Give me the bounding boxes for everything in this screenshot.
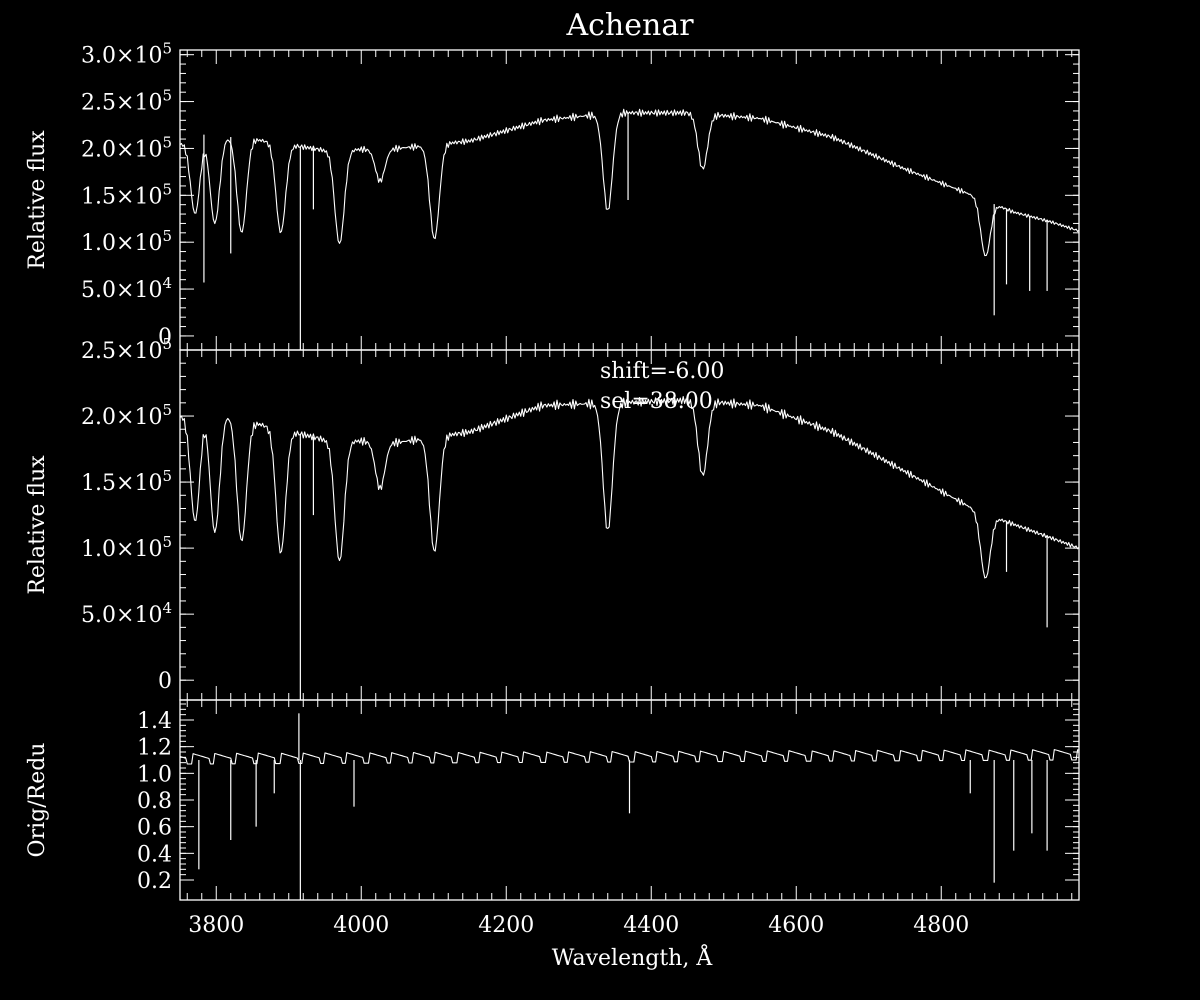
y-tick-label-reduced-3: 1.5×105 [81, 467, 172, 496]
y-tick-label-ratio-0: 0.2 [137, 869, 172, 894]
y-tick-label-original-3: 1.5×105 [81, 180, 172, 209]
y-tick-label-ratio-1: 0.4 [137, 842, 172, 867]
y-tick-label-original-1: 5.0×104 [81, 274, 172, 303]
annotation-shift: shift=-6.00 [600, 359, 724, 384]
plot-frame-original [179, 49, 1080, 351]
y-axis-label-original: Relative flux [25, 130, 50, 270]
y-tick-label-original-5: 2.5×105 [81, 87, 172, 116]
spectrum-line-reduced [179, 396, 1080, 579]
panel-ratio: 0.20.40.60.81.01.21.4 Orig/Redu [25, 699, 1080, 901]
y-tick-label-ratio-5: 1.2 [137, 736, 172, 761]
y-tick-label-original-4: 2.0×105 [81, 133, 172, 162]
x-tick-label-1: 4000 [333, 913, 389, 938]
spectrum-line-original [179, 108, 1080, 257]
x-tick-label-0: 3800 [188, 913, 244, 938]
y-axis-label-reduced: Relative flux [25, 455, 50, 595]
y-tick-label-ratio-4: 1.0 [137, 762, 172, 787]
y-tick-label-reduced-4: 2.0×105 [81, 401, 172, 430]
x-tick-label-5: 4800 [913, 913, 969, 938]
y-tick-label-reduced-2: 1.0×105 [81, 533, 172, 562]
y-tick-label-reduced-0: 0 [158, 669, 172, 694]
panel-reduced: 0 5.0×104 1.0×105 1.5×105 2.0×105 2.5×105 Rela… [25, 335, 1080, 701]
y-tick-label-original-0: 0 [158, 325, 172, 350]
y-tick-label-ratio-6: 1.4 [137, 709, 172, 734]
x-tick-label-4: 4600 [768, 913, 824, 938]
y-tick-label-original-6: 3.0×105 [81, 40, 172, 69]
y-tick-label-reduced-1: 5.0×104 [81, 599, 172, 628]
y-axis-label-ratio: Orig/Redu [25, 743, 50, 858]
panel-original: 0 5.0×104 1.0×105 1.5×105 2.0×105 2.5×105 3.0×… [25, 40, 1080, 351]
x-axis-label: Wavelength, Å [552, 943, 714, 971]
y-tick-label-ratio-2: 0.6 [137, 816, 172, 841]
x-tick-label-3: 4400 [623, 913, 679, 938]
y-tick-label-original-2: 1.0×105 [81, 227, 172, 256]
annotation-sel: sel=38.00 [600, 389, 713, 414]
y-tick-label-ratio-3: 0.8 [137, 789, 172, 814]
chart-title: Achenar [565, 8, 694, 43]
y-tick-label-reduced-5: 2.5×105 [81, 335, 172, 364]
x-tick-label-2: 4200 [478, 913, 534, 938]
